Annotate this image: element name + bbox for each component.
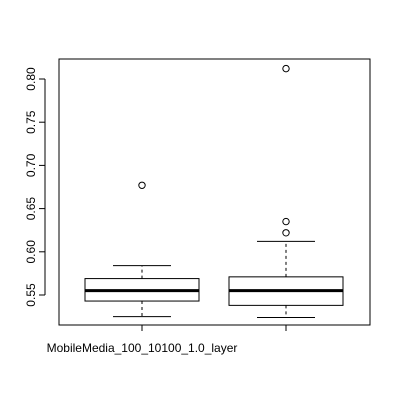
outlier-point: [138, 181, 146, 189]
x-axis: MobileMedia_100_10100_1.0_layer: [47, 324, 287, 355]
boxes: [84, 64, 344, 318]
y-tick-label: 0.65: [24, 197, 38, 221]
outlier-point: [282, 64, 290, 73]
y-tick-label: 0.75: [24, 110, 38, 134]
outlier-point: [282, 217, 290, 226]
box-group: [228, 64, 344, 318]
box-group: [84, 181, 200, 318]
y-tick-label: 0.80: [24, 67, 38, 91]
y-tick-label: 0.70: [24, 153, 38, 177]
x-category-label: MobileMedia_100_10100_1.0_layer: [47, 341, 238, 355]
y-axis: 0.55 0.60 0.65 0.70 0.75 0.80: [24, 67, 46, 307]
outlier-point: [282, 229, 290, 237]
y-tick-label: 0.60: [24, 240, 38, 264]
y-tick-label: 0.55: [24, 283, 38, 307]
